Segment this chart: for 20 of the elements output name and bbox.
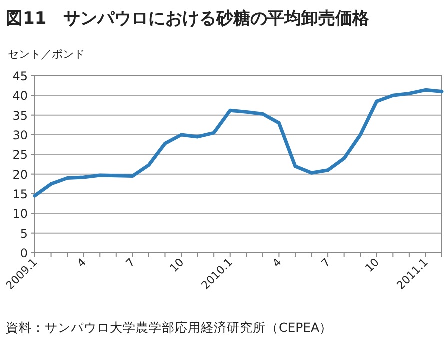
chart-title: 図11 サンパウロにおける砂糖の平均卸売価格 [6,9,371,29]
y-tick-label: 5 [20,226,28,241]
x-tick-label: 4 [74,256,89,270]
line-series [33,88,444,198]
x-tick-label: 10 [362,256,382,276]
y-tick-label: 30 [12,128,28,142]
y-tick-label: 45 [12,70,28,84]
text: 資料：サンパウロ大学農学部応用経済研究所（CEPEA） [6,320,333,335]
y-axis-title: セント／ポンド [8,48,85,61]
y-tick-label: 0 [20,246,28,260]
y-tick-label: 10 [12,207,28,222]
x-tick-label: 10 [168,256,187,276]
x-tick-label: 7 [319,256,334,270]
y-tick-label: 40 [12,89,28,104]
y-tick-label: 25 [12,148,28,162]
y-tick-label: 15 [12,188,28,202]
y-tick-label: 20 [12,168,28,182]
x-tick-label: 7 [124,256,138,270]
x-tick-label: 4 [270,256,284,270]
y-tick-label: 35 [12,108,28,123]
